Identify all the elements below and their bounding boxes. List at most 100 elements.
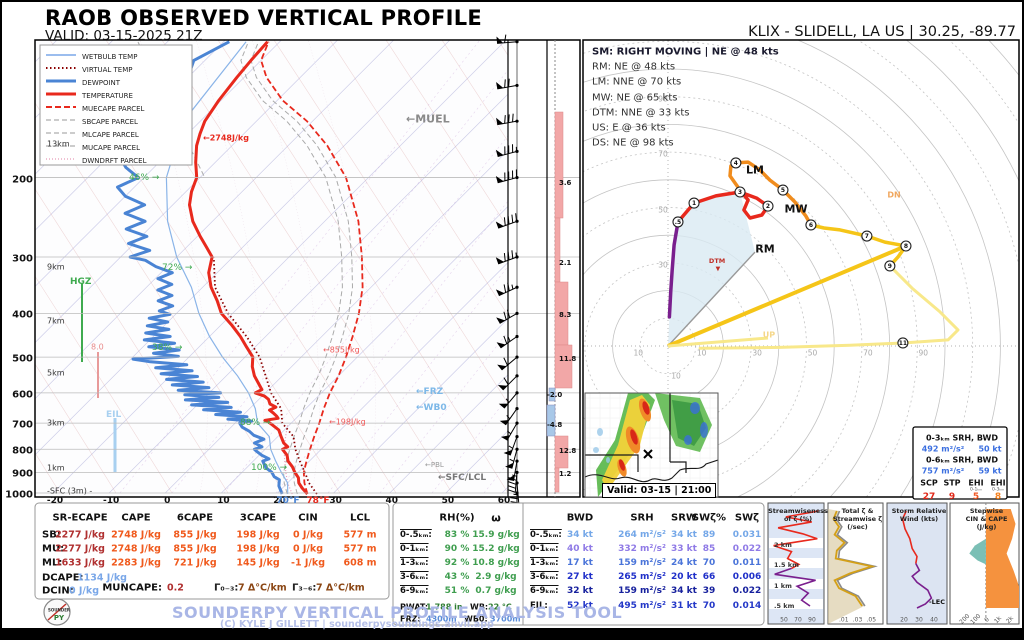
pressure-tick-label: 700	[12, 419, 33, 431]
panel-title: CIN & CAPE	[965, 515, 1008, 523]
thermo-col-header: 3CAPE	[239, 512, 277, 524]
kinematic-value: 70	[702, 558, 716, 568]
station-location: KLIX - SLIDELL, LA US | 30.25, -89.77	[748, 24, 1016, 40]
isotherm-line	[277, 262, 508, 494]
downshear-vector	[667, 244, 907, 348]
kinematic-value: 27 kt	[567, 572, 593, 582]
skewt-annotation: ←2748J/kg	[203, 133, 249, 143]
wind-barb	[495, 169, 519, 184]
thermo-value: 2748 J/kg	[111, 543, 161, 555]
corner-index-header: SCP	[920, 478, 938, 488]
mixing-ratio-line	[275, 201, 508, 494]
pressure-tick-label: 500	[12, 353, 33, 365]
sfc-temp-f-label: 78°F	[306, 496, 330, 506]
temp-tick-label: 60	[497, 496, 511, 506]
label: 0-6ₖₘ SRH, BWD	[925, 455, 999, 465]
height-km-label: 9km	[47, 262, 65, 272]
kinematic-value: 85	[702, 544, 716, 554]
wb-value: 22 °C	[488, 602, 512, 612]
kinematic-value: 32 kt	[567, 586, 593, 596]
kinematic-value: 34 kt	[671, 530, 697, 540]
omega-bar-value: 2.1	[559, 259, 572, 267]
thermo-row-label: MU:	[42, 543, 65, 555]
kinematic-value: 159 m²/s²	[618, 558, 666, 568]
storm-motion-info-line: RM: NE @ 48 kts	[592, 61, 676, 73]
isotherm-line	[35, 40, 338, 343]
skewt-annotation: 8.0	[91, 342, 104, 352]
panel-title: Stepwise	[969, 507, 1004, 515]
corner-index-header: EHI	[968, 478, 984, 488]
thermo-col-header: CAPE	[121, 512, 151, 524]
height-km-label: -SFC (3m) -	[47, 486, 93, 496]
corner-index-value: 27	[922, 492, 936, 502]
isotherm-line	[52, 40, 506, 494]
hodograph-label-mw: MW	[784, 202, 808, 216]
kinematic-value: 17 kt	[567, 558, 593, 568]
panel-title: Wind (kts)	[899, 515, 939, 523]
ring-label: 30	[658, 260, 668, 270]
layer-label: 3-6ₖₘ:	[400, 572, 429, 582]
ring-label: 10	[696, 348, 707, 358]
frz-value: 4300m	[426, 614, 457, 624]
wind-barb	[497, 355, 519, 371]
label: MUNCAPE:	[102, 582, 162, 594]
height-marker	[730, 157, 742, 169]
ring-label: 10	[633, 348, 644, 358]
thermo-value: 1633 J/kg	[55, 557, 105, 569]
skewt-annotation: HGZ	[70, 277, 92, 287]
omega-bar-value: -2.0	[547, 391, 563, 399]
storm-motion-info-line: DTM: NNE @ 33 kts	[592, 107, 690, 119]
srh-fill	[668, 191, 755, 346]
corner-srh-header: 0-3ₖₘ SRH, BWD	[925, 433, 999, 443]
height-km-label: 5km	[47, 368, 65, 378]
hodograph-ring	[797, 40, 1001, 497]
map-valid-label: Valid: 03-15 | 21:00	[602, 483, 717, 498]
panel-tick-label: 20	[900, 616, 908, 624]
omega-bar-value: -4.8	[547, 421, 563, 429]
dcin-value: 0 J/kg	[68, 585, 100, 597]
hodograph-trace-gold	[809, 223, 908, 268]
kinematic-value: 0.011	[732, 558, 762, 568]
kinematic-value: 265 m²/s²	[618, 572, 666, 582]
thermo-value: 0 J/kg	[292, 529, 324, 541]
thermo-value: -1 J/kg	[291, 557, 325, 569]
wb0-value: 3700m	[490, 614, 521, 624]
page-title: RAOB OBSERVED VERTICAL PROFILE	[45, 6, 483, 30]
panel-title: Storm Relative	[891, 507, 947, 515]
skewt-annotation: ←SFC/LCL	[438, 473, 487, 483]
pressure-tick-label: 200	[12, 174, 33, 186]
skewt-annotation: ←WB0	[416, 403, 447, 413]
isotherm-line	[35, 40, 282, 287]
temp-tick-label: 20	[273, 496, 286, 506]
rh-value: 43 %	[444, 572, 470, 582]
text-overlay: 3.6 2.1 8.3 11.8 -2.0 -4.8 12.8 1.2 LM MW RM DTM ▼ UP…	[2, 2, 1022, 628]
wind-barb	[496, 334, 519, 349]
dry-adiabat-line	[329, 40, 508, 316]
kinematic-col-header: BWD	[566, 512, 594, 524]
muncape-value: 0.2	[167, 582, 184, 594]
legend-label: WETBULB TEMP	[82, 53, 138, 61]
wind-barb	[496, 113, 519, 126]
wind-barb	[498, 391, 519, 409]
radar-cell-blue	[690, 402, 700, 414]
mixing-ratio-value: 15.2 g/kg	[472, 544, 520, 554]
wind-barb	[496, 78, 519, 90]
wind-barb	[497, 374, 519, 391]
label: Γ₀₋₃:	[214, 582, 239, 594]
mu-parcel-trace	[260, 41, 364, 495]
pressure-tick-label: 600	[12, 389, 33, 401]
height-marker	[762, 200, 774, 212]
mixing-ratio-line	[223, 135, 508, 494]
omega-bar	[554, 344, 573, 389]
height-marker-label: 5	[781, 187, 785, 194]
hodograph-label-up: UP	[762, 330, 776, 340]
kinematic-row-label: 0-1ₖₘ:	[530, 544, 559, 554]
temp-tick-label: 10	[217, 496, 230, 506]
panel-tick-label: 2k	[1004, 614, 1015, 626]
kinematic-value: 66	[702, 572, 716, 582]
panel-title: (J/kg)	[976, 523, 997, 531]
thermo-table-box	[34, 502, 390, 600]
kinematic-value: 31 kt	[671, 601, 697, 611]
pressure-tick-label: 300	[12, 253, 33, 265]
temp-tick-label: 0	[164, 496, 171, 506]
